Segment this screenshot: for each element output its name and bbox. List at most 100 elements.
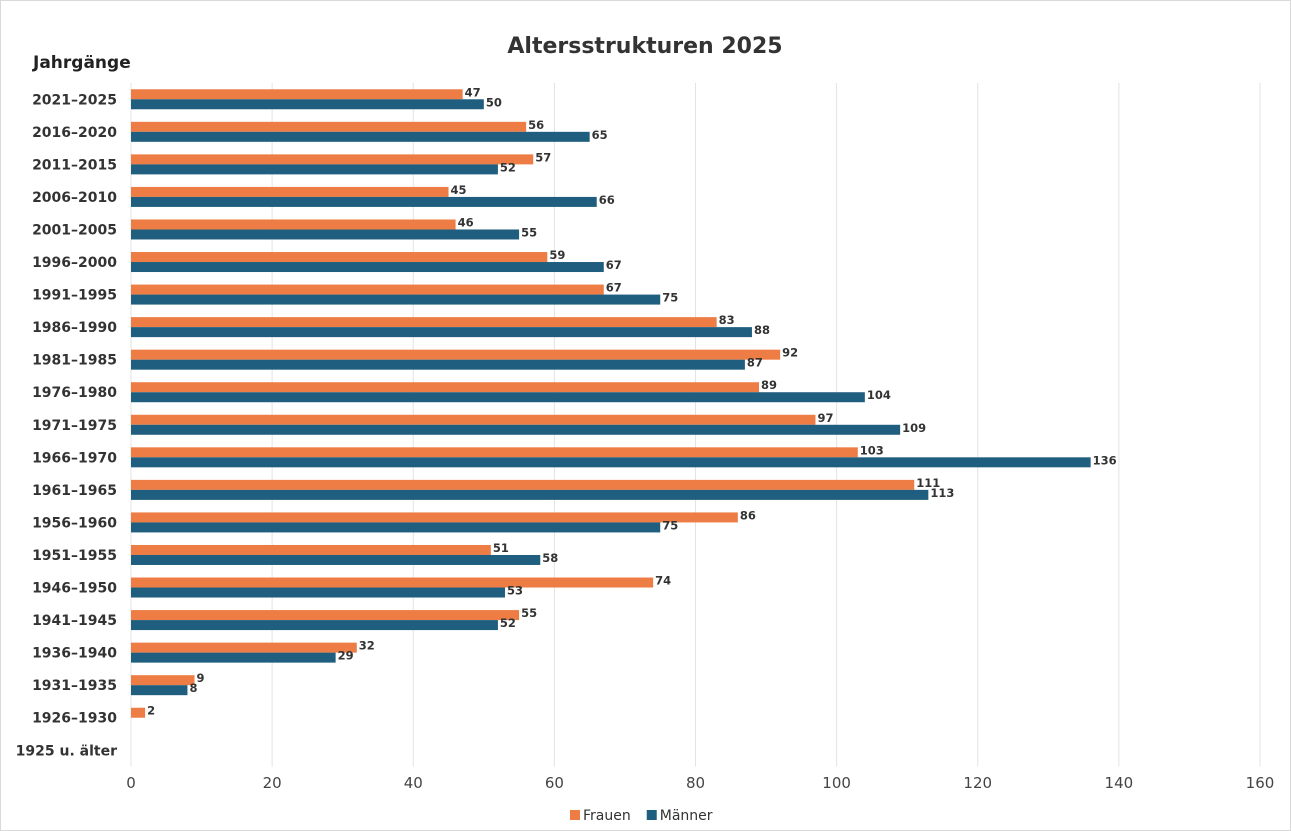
data-label: 55 bbox=[521, 225, 537, 239]
bar-frauen bbox=[131, 121, 527, 132]
category-label: 1951–1955 bbox=[32, 548, 117, 564]
bar-männer bbox=[131, 229, 520, 240]
data-label: 74 bbox=[655, 574, 671, 588]
x-tick-labels: 0 20 40 60 80 100 120 140 160 bbox=[126, 774, 1274, 792]
data-label: 104 bbox=[867, 388, 891, 402]
legend-label: Frauen bbox=[583, 808, 631, 824]
bar-männer bbox=[131, 196, 597, 207]
data-label: 53 bbox=[507, 584, 523, 598]
bar-männer bbox=[131, 131, 590, 142]
data-label: 51 bbox=[493, 541, 509, 555]
bar-männer bbox=[131, 424, 901, 435]
bar-frauen bbox=[131, 382, 760, 393]
category-label: 1966–1970 bbox=[32, 450, 117, 466]
bar-männer bbox=[131, 620, 498, 631]
bar-frauen bbox=[131, 512, 738, 523]
bar-männer bbox=[131, 685, 188, 696]
bar-männer bbox=[131, 262, 604, 273]
bar-männer bbox=[131, 489, 929, 500]
bar-frauen bbox=[131, 317, 717, 328]
data-label: 45 bbox=[451, 183, 467, 197]
data-label: 59 bbox=[549, 248, 565, 262]
bar-frauen bbox=[131, 447, 858, 458]
category-label: 1931–1935 bbox=[32, 678, 117, 694]
category-label: 1986–1990 bbox=[32, 320, 117, 336]
data-label: 97 bbox=[817, 411, 833, 425]
category-label: 1981–1985 bbox=[32, 353, 117, 369]
category-label: 2021–2025 bbox=[32, 92, 117, 108]
y-axis-label: Jahrgänge bbox=[32, 53, 131, 73]
bar-männer bbox=[131, 294, 661, 305]
data-label: 75 bbox=[662, 518, 678, 532]
data-label: 75 bbox=[662, 291, 678, 305]
data-label: 9 bbox=[197, 671, 205, 685]
data-label: 86 bbox=[740, 508, 756, 522]
data-label: 66 bbox=[599, 193, 615, 207]
bar-männer bbox=[131, 522, 661, 533]
data-label: 103 bbox=[860, 443, 884, 457]
data-label: 83 bbox=[719, 313, 735, 327]
legend-label: Männer bbox=[660, 808, 713, 824]
bars: 4750566557524566465559676775838892878910… bbox=[131, 85, 1117, 718]
data-label: 67 bbox=[606, 281, 622, 295]
data-label: 32 bbox=[359, 639, 375, 653]
data-label: 52 bbox=[500, 616, 516, 630]
bar-frauen bbox=[131, 89, 463, 100]
x-tick-label: 60 bbox=[545, 774, 564, 792]
data-label: 136 bbox=[1093, 453, 1117, 467]
bar-männer bbox=[131, 587, 505, 598]
category-label: 2016–2020 bbox=[32, 125, 117, 141]
x-tick-label: 100 bbox=[822, 774, 851, 792]
bar-frauen bbox=[131, 349, 781, 360]
bar-männer bbox=[131, 164, 498, 175]
x-tick-label: 120 bbox=[963, 774, 992, 792]
x-tick-label: 160 bbox=[1246, 774, 1275, 792]
bar-männer bbox=[131, 554, 541, 565]
data-label: 89 bbox=[761, 378, 777, 392]
bar-frauen bbox=[131, 544, 491, 555]
category-label: 1956–1960 bbox=[32, 515, 117, 531]
bar-frauen bbox=[131, 610, 520, 621]
data-label: 29 bbox=[338, 649, 354, 663]
data-label: 67 bbox=[606, 258, 622, 272]
chart-title: Altersstrukturen 2025 bbox=[507, 34, 782, 59]
category-label: 2011–2015 bbox=[32, 157, 117, 173]
category-label: 1926–1930 bbox=[32, 711, 117, 727]
bar-frauen bbox=[131, 642, 357, 653]
bar-frauen bbox=[131, 252, 548, 263]
category-label: 1925 u. älter bbox=[16, 743, 117, 759]
category-labels: 2021–2025 2016–2020 2011–2015 2006–2010 2001… bbox=[16, 92, 118, 759]
category-label: 1961–1965 bbox=[32, 483, 117, 499]
x-tick-label: 80 bbox=[686, 774, 705, 792]
category-label: 1976–1980 bbox=[32, 385, 117, 401]
bar-männer bbox=[131, 99, 484, 110]
data-label: 55 bbox=[521, 606, 537, 620]
bar-männer bbox=[131, 652, 336, 663]
data-label: 50 bbox=[486, 95, 502, 109]
x-tick-label: 40 bbox=[404, 774, 423, 792]
data-label: 8 bbox=[189, 681, 197, 695]
bar-männer bbox=[131, 392, 865, 403]
x-tick-label: 140 bbox=[1105, 774, 1134, 792]
category-label: 1946–1950 bbox=[32, 581, 117, 597]
data-label: 87 bbox=[747, 356, 763, 370]
data-label: 2 bbox=[147, 704, 155, 718]
legend: Frauen Männer bbox=[570, 808, 713, 824]
category-label: 1941–1945 bbox=[32, 613, 117, 629]
bar-frauen bbox=[131, 219, 456, 230]
category-label: 1936–1940 bbox=[32, 646, 117, 662]
bar-frauen bbox=[131, 675, 195, 686]
data-label: 46 bbox=[458, 215, 474, 229]
bar-frauen bbox=[131, 284, 604, 295]
x-tick-label: 0 bbox=[126, 774, 136, 792]
bar-frauen bbox=[131, 577, 654, 588]
data-label: 65 bbox=[592, 128, 608, 142]
data-label: 57 bbox=[535, 150, 551, 164]
legend-swatch-frauen bbox=[570, 810, 580, 820]
data-label: 92 bbox=[782, 346, 798, 360]
legend-swatch-männer bbox=[646, 810, 657, 820]
bar-frauen bbox=[131, 479, 915, 490]
bar-männer bbox=[131, 327, 752, 338]
data-label: 56 bbox=[528, 118, 544, 132]
